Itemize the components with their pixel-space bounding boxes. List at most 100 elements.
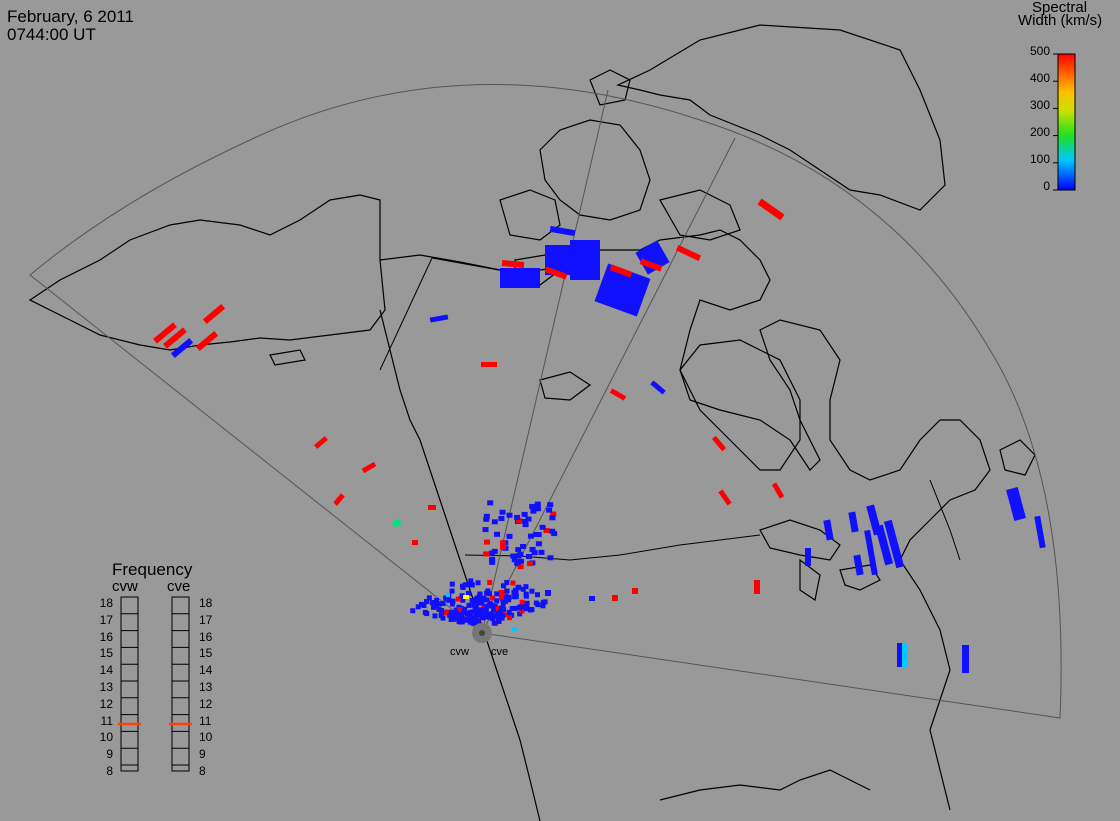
echo-gate (440, 601, 446, 607)
echo-gate (853, 554, 864, 576)
echo-gate (962, 645, 969, 673)
colorbar-tick: 300 (1029, 98, 1050, 112)
echo-gate (415, 604, 421, 610)
echo-gate (543, 527, 550, 533)
echo-gate (412, 540, 418, 545)
echo-gate (489, 611, 495, 617)
colorbar-tick: 500 (1029, 44, 1050, 58)
echo-gate (506, 533, 513, 539)
echo-gate (516, 518, 523, 524)
echo-gate (432, 613, 438, 619)
echo-gate (517, 564, 524, 570)
echo-gate (429, 600, 435, 606)
echo-gate (864, 529, 878, 576)
echo-gate (517, 558, 524, 564)
echo-gate (547, 502, 554, 508)
frequency-tick-right: 17 (199, 612, 213, 627)
echo-gate (545, 590, 551, 596)
echo-gate (450, 598, 456, 604)
echo-gate (513, 593, 519, 599)
echo-gate (463, 595, 469, 599)
echo-gate (757, 198, 785, 221)
echo-gate (447, 613, 453, 619)
echo-gate (570, 240, 600, 280)
echo-gate (495, 606, 501, 612)
site-label-cve: cve (491, 646, 509, 658)
echo-gate (531, 550, 538, 556)
echo-gate (499, 615, 505, 621)
echo-gate (534, 592, 540, 598)
echo-gate (428, 505, 436, 510)
echo-gate (632, 588, 638, 594)
coastlines (28, 24, 1036, 821)
echo-gate (534, 501, 541, 507)
echo-gate (529, 503, 536, 509)
echo-gate (473, 610, 479, 616)
echo-gate (525, 554, 532, 560)
echo-gate (529, 607, 535, 613)
echo-gate (477, 607, 483, 613)
echo-gate (494, 591, 500, 597)
echo-gate (523, 584, 529, 590)
echo-gate (410, 608, 416, 614)
echo-gate (549, 225, 576, 237)
frequency-title: Frequency (112, 560, 193, 579)
echo-gate (609, 264, 633, 278)
echo-gate (515, 553, 522, 559)
frequency-gauges (118, 596, 192, 772)
echo-gate (509, 605, 515, 611)
echo-gate (512, 627, 517, 631)
echo-gate (529, 588, 535, 594)
frequency-tick-right: 18 (199, 596, 213, 610)
echo-gate (477, 591, 483, 597)
echo-gate (524, 600, 530, 606)
echo-gate (823, 519, 834, 541)
date-label: February, 6 2011 (7, 7, 134, 26)
echo-gate (527, 561, 534, 567)
frequency-tick-right: 9 (199, 747, 206, 762)
echo-gate (467, 613, 473, 619)
echo-gate (718, 489, 732, 506)
echo-gate (515, 547, 522, 553)
echo-gate (549, 515, 556, 521)
echo-gate (500, 613, 506, 619)
echo-gate (500, 544, 507, 550)
echo-gate (392, 518, 402, 528)
echo-gate (498, 594, 504, 600)
echo-gate (424, 599, 430, 605)
echo-gate (489, 559, 496, 565)
echo-gate (500, 601, 506, 607)
echo-gate (436, 606, 442, 612)
echo-gate (466, 617, 472, 623)
frequency-tick-left: 16 (99, 629, 113, 644)
echo-gate (510, 580, 516, 586)
echo-gate (612, 595, 618, 601)
echo-gate (805, 548, 811, 566)
echo-gate (547, 555, 554, 561)
frequency-tick-right: 16 (199, 629, 213, 644)
echo-gate (453, 607, 459, 613)
echo-gate (465, 590, 471, 596)
echo-gate (473, 614, 479, 620)
echo-gate (506, 615, 512, 621)
echo-gate (522, 522, 529, 528)
echo-gate (503, 612, 509, 618)
echo-gate (546, 507, 553, 513)
colorbar-tick: 400 (1029, 71, 1050, 85)
site-label-cvw: cvw (450, 646, 469, 658)
echo-gate (170, 337, 194, 359)
frequency-tick-right: 10 (199, 730, 213, 745)
echo-gate (478, 611, 484, 617)
echo-gate (484, 597, 490, 603)
echo-gate (163, 327, 187, 349)
echo-gate (1006, 486, 1026, 522)
time-label: 0744:00 UT (7, 25, 96, 44)
echo-gate (502, 596, 508, 602)
echo-gate (594, 263, 651, 317)
echo-gate (464, 611, 470, 617)
colorbar-title-line2: Width (km/s) (1018, 12, 1103, 29)
frequency-tick-left: 13 (99, 680, 113, 694)
frequency-radar-cve: cve (167, 578, 191, 595)
echo-gate (440, 615, 446, 621)
echo-gate (550, 511, 557, 517)
